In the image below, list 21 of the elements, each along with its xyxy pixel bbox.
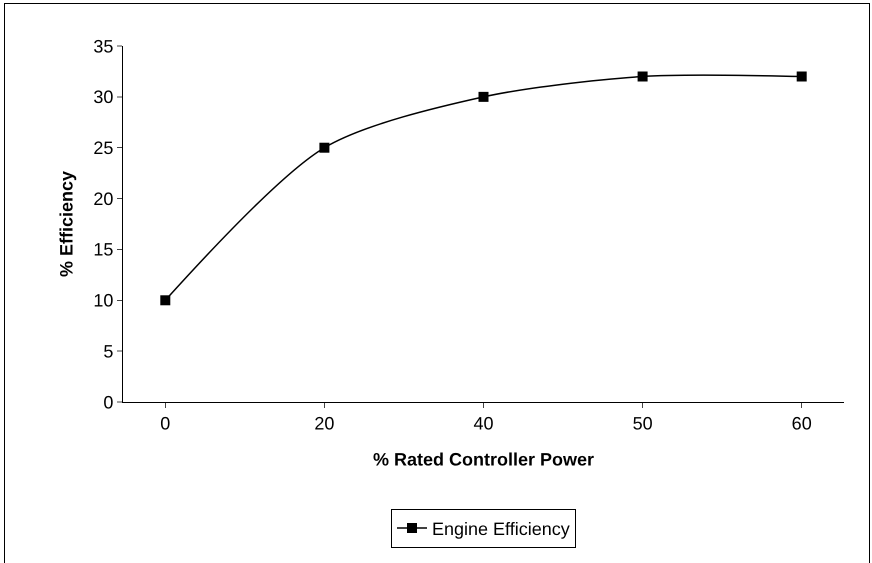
point: [319, 142, 330, 153]
point: [160, 295, 170, 306]
y-tick-label: 5: [103, 341, 114, 362]
y-tick-label: 30: [93, 87, 114, 108]
x-tick-label: 0: [160, 414, 170, 434]
y-tick-label: 0: [103, 392, 114, 412]
point: [478, 92, 488, 102]
y-tick-label: 10: [93, 290, 114, 311]
y-tick-label: 35: [93, 36, 114, 56]
y-tick-label: 15: [93, 240, 114, 260]
y-tick-label: 20: [93, 188, 114, 209]
x-axis-title: % Rated Controller Power: [372, 450, 594, 470]
x-tick-label: 60: [792, 414, 812, 434]
point: [796, 72, 807, 82]
point: [638, 72, 648, 82]
y-tick-label: 25: [93, 138, 114, 158]
x-tick-label: 20: [314, 414, 334, 434]
x-tick-label: 40: [473, 414, 494, 434]
y-axis-title: % Efficiency: [56, 170, 77, 278]
legend-label: Engine Efficiency: [432, 519, 570, 540]
x-tick-label: 50: [632, 414, 653, 434]
